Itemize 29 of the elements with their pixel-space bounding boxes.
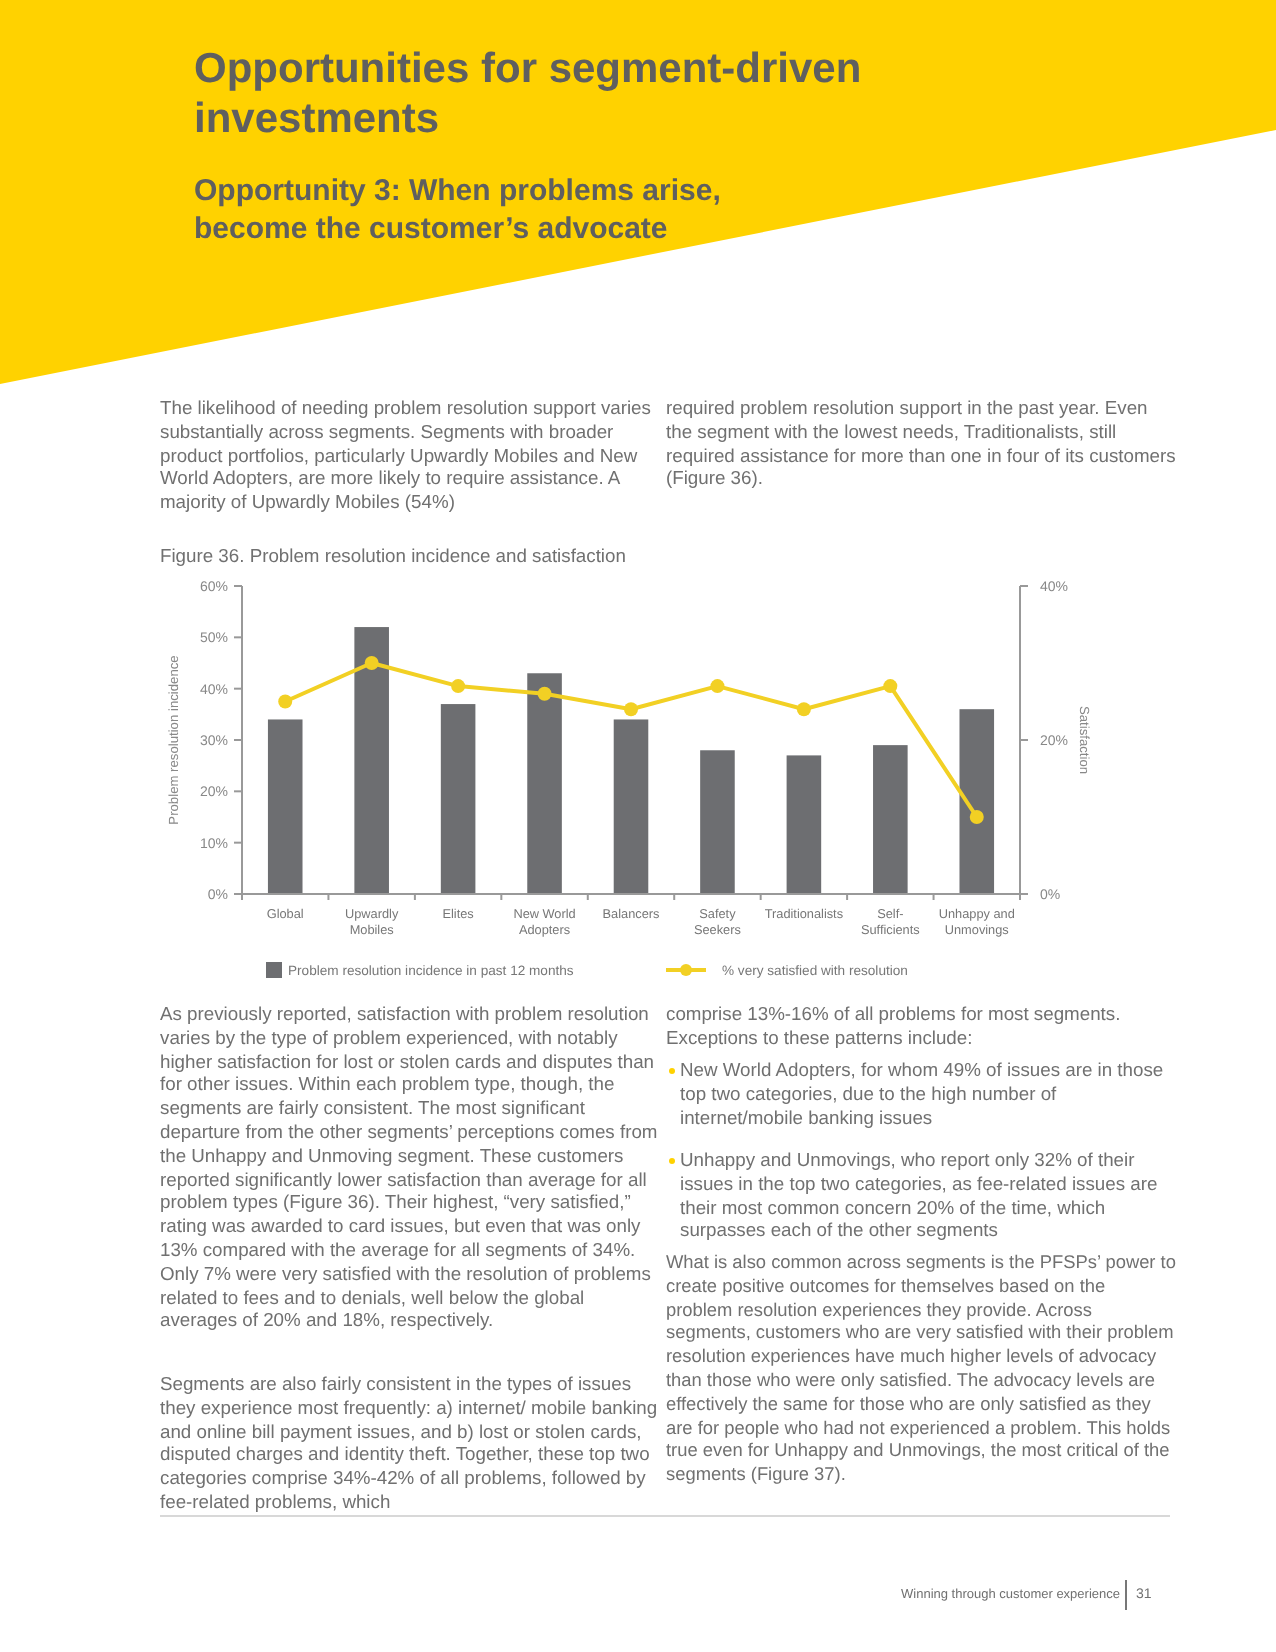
point — [278, 694, 293, 709]
bar — [440, 704, 476, 894]
point — [451, 679, 466, 694]
bar — [267, 719, 303, 894]
point — [969, 810, 984, 824]
text: New World Adopters, for whom 49% of issues are in those top two categories, due to the high number of internet/mobile banking issues — [680, 1058, 1166, 1129]
bar — [959, 709, 995, 894]
bar — [354, 627, 389, 894]
point — [796, 702, 811, 717]
point — [883, 679, 898, 694]
chart-subtitle: Opportunity 3: When problems arise, become the customer’s advocate — [194, 172, 723, 248]
bar — [527, 673, 562, 894]
text: As previously reported, satisfaction with problem resolution varies by the type of problem experienced, with notably higher satisfaction for lost or stolen cards and disputes than for other issues. Within each problem type, though, the segments are fairly consistent. The most significant departure from the other segments’ perceptions comes from the Unhappy and Unmoving segment. These customers reported significantly lower satisfaction than average for all problem types (Figure 36). Their highest, “very satisfied,” rating was awarded to card issues, but even that was only 13% compared with the average for all segments of 34%. Only 7% were very satisfied with the resolution of problems related to fees and to denials, well below the global averages of 20% and 18%, respectively. — [160, 1002, 658, 1331]
point — [624, 702, 638, 717]
caption: Figure 36. Problem resolution incidence and satisfaction — [160, 544, 626, 566]
bar — [700, 750, 735, 894]
chart-title: Opportunities for segment-driven investments — [194, 44, 864, 144]
text: comprise 13%-16% of all problems for most segments. Exceptions to these patterns include: — [666, 1002, 1123, 1050]
bar — [786, 755, 822, 894]
text: What is also common across segments is the PFSPs’ power to create positive outcomes for themselves based on the problem resolution experiences they provide. Across segments, customers who are very satisfied with their problem resolution experiences have much higher levels of advocacy than those who were only satisfied. The advocacy levels are effectively the same for those who are only satisfied as they are for people who had not experienced a problem. This holds true even for Unhappy and Unmovings, the most critical of the segments (Figure 37). — [666, 1252, 1176, 1485]
text: Unhappy and Unmovings, who report only 32% of their issues in the top two categories, as fee-related issues are their most common concern 20% of the time, which surpasses each of the other segments — [680, 1148, 1160, 1243]
text: The likelihood of needing problem resolution support varies substantially across segments. Segments with broader product portfolios, particularly Upwardly Mobiles and New World Adopters, are more likely to require assistance. A majority of Upwardly Mobiles (54%) — [160, 396, 653, 514]
text: Segments are also fairly consistent in the types of issues they experience most frequently: a) internet/ mobile banking and online bill payment issues, and b) lost or stolen cards, disputed charges and identity theft. Together, these top two categories comprise 34%-42% of all problems, followed by fee-related problems, which — [160, 1372, 660, 1514]
text: required problem resolution support in the past year. Even the segment with the lowest needs, Traditionalists, still required assistance for more than one in four of its customers (Figure 36). — [666, 396, 1176, 491]
bar — [613, 719, 649, 894]
point — [537, 686, 552, 701]
bar — [873, 745, 908, 894]
point — [364, 656, 379, 670]
point — [710, 679, 725, 694]
